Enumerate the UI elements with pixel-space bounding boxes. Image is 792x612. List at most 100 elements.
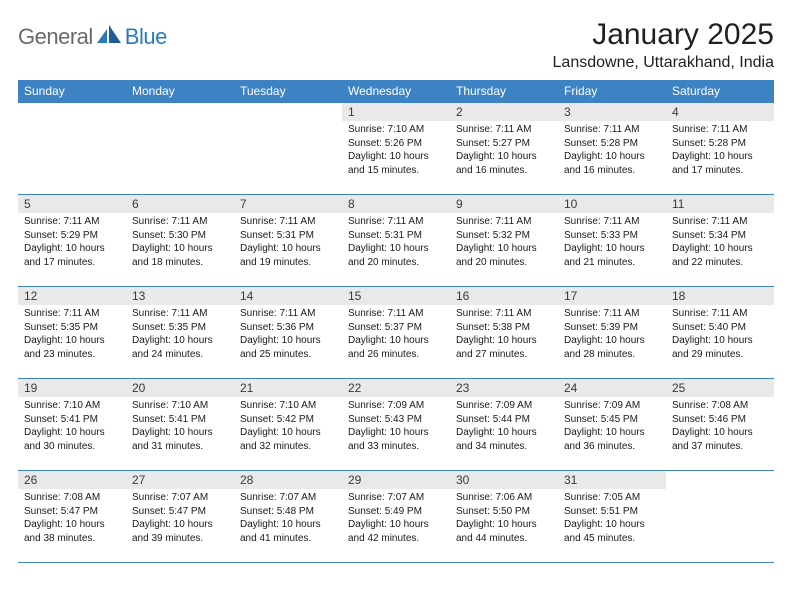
calendar-cell: 26Sunrise: 7:08 AMSunset: 5:47 PMDayligh… — [18, 471, 126, 563]
day-details: Sunrise: 7:11 AMSunset: 5:28 PMDaylight:… — [558, 121, 666, 181]
day-number: 2 — [450, 103, 558, 121]
brand-part1: General — [18, 24, 93, 50]
day-number: 28 — [234, 471, 342, 489]
day-details: Sunrise: 7:11 AMSunset: 5:35 PMDaylight:… — [18, 305, 126, 365]
calendar-cell: 1Sunrise: 7:10 AMSunset: 5:26 PMDaylight… — [342, 103, 450, 195]
calendar-cell: 6Sunrise: 7:11 AMSunset: 5:30 PMDaylight… — [126, 195, 234, 287]
calendar-cell: 21Sunrise: 7:10 AMSunset: 5:42 PMDayligh… — [234, 379, 342, 471]
day-details: Sunrise: 7:11 AMSunset: 5:40 PMDaylight:… — [666, 305, 774, 365]
day-number: 18 — [666, 287, 774, 305]
calendar-cell: 20Sunrise: 7:10 AMSunset: 5:41 PMDayligh… — [126, 379, 234, 471]
calendar-cell — [126, 103, 234, 195]
brand-sails-icon — [97, 25, 123, 50]
calendar-cell: 9Sunrise: 7:11 AMSunset: 5:32 PMDaylight… — [450, 195, 558, 287]
day-details: Sunrise: 7:11 AMSunset: 5:31 PMDaylight:… — [234, 213, 342, 273]
weekday-header: Friday — [558, 80, 666, 103]
calendar-cell — [234, 103, 342, 195]
calendar-cell: 15Sunrise: 7:11 AMSunset: 5:37 PMDayligh… — [342, 287, 450, 379]
day-number: 31 — [558, 471, 666, 489]
day-details: Sunrise: 7:07 AMSunset: 5:49 PMDaylight:… — [342, 489, 450, 549]
day-number: 3 — [558, 103, 666, 121]
weekday-header: Saturday — [666, 80, 774, 103]
calendar-cell: 13Sunrise: 7:11 AMSunset: 5:35 PMDayligh… — [126, 287, 234, 379]
calendar-cell: 18Sunrise: 7:11 AMSunset: 5:40 PMDayligh… — [666, 287, 774, 379]
day-details: Sunrise: 7:09 AMSunset: 5:43 PMDaylight:… — [342, 397, 450, 457]
day-details: Sunrise: 7:11 AMSunset: 5:37 PMDaylight:… — [342, 305, 450, 365]
weekday-header: Wednesday — [342, 80, 450, 103]
calendar-cell — [666, 471, 774, 563]
month-title: January 2025 — [553, 18, 774, 52]
weekday-header: Tuesday — [234, 80, 342, 103]
day-number: 7 — [234, 195, 342, 213]
day-number: 22 — [342, 379, 450, 397]
day-number: 9 — [450, 195, 558, 213]
day-details: Sunrise: 7:10 AMSunset: 5:26 PMDaylight:… — [342, 121, 450, 181]
day-number: 1 — [342, 103, 450, 121]
day-details: Sunrise: 7:11 AMSunset: 5:28 PMDaylight:… — [666, 121, 774, 181]
calendar-cell: 7Sunrise: 7:11 AMSunset: 5:31 PMDaylight… — [234, 195, 342, 287]
day-details: Sunrise: 7:08 AMSunset: 5:47 PMDaylight:… — [18, 489, 126, 549]
day-details: Sunrise: 7:10 AMSunset: 5:41 PMDaylight:… — [18, 397, 126, 457]
day-number: 17 — [558, 287, 666, 305]
day-details: Sunrise: 7:11 AMSunset: 5:36 PMDaylight:… — [234, 305, 342, 365]
day-details: Sunrise: 7:10 AMSunset: 5:42 PMDaylight:… — [234, 397, 342, 457]
day-details: Sunrise: 7:11 AMSunset: 5:39 PMDaylight:… — [558, 305, 666, 365]
day-details: Sunrise: 7:11 AMSunset: 5:34 PMDaylight:… — [666, 213, 774, 273]
calendar-cell: 28Sunrise: 7:07 AMSunset: 5:48 PMDayligh… — [234, 471, 342, 563]
calendar-cell: 31Sunrise: 7:05 AMSunset: 5:51 PMDayligh… — [558, 471, 666, 563]
day-details: Sunrise: 7:11 AMSunset: 5:29 PMDaylight:… — [18, 213, 126, 273]
day-number: 24 — [558, 379, 666, 397]
day-number: 4 — [666, 103, 774, 121]
day-number: 21 — [234, 379, 342, 397]
day-number: 8 — [342, 195, 450, 213]
day-number: 19 — [18, 379, 126, 397]
calendar-cell: 11Sunrise: 7:11 AMSunset: 5:34 PMDayligh… — [666, 195, 774, 287]
calendar-cell: 22Sunrise: 7:09 AMSunset: 5:43 PMDayligh… — [342, 379, 450, 471]
calendar-cell: 5Sunrise: 7:11 AMSunset: 5:29 PMDaylight… — [18, 195, 126, 287]
day-details: Sunrise: 7:06 AMSunset: 5:50 PMDaylight:… — [450, 489, 558, 549]
day-details: Sunrise: 7:11 AMSunset: 5:32 PMDaylight:… — [450, 213, 558, 273]
day-details: Sunrise: 7:11 AMSunset: 5:35 PMDaylight:… — [126, 305, 234, 365]
calendar-cell: 25Sunrise: 7:08 AMSunset: 5:46 PMDayligh… — [666, 379, 774, 471]
calendar-body: 1Sunrise: 7:10 AMSunset: 5:26 PMDaylight… — [18, 103, 774, 563]
day-details: Sunrise: 7:08 AMSunset: 5:46 PMDaylight:… — [666, 397, 774, 457]
calendar-cell: 4Sunrise: 7:11 AMSunset: 5:28 PMDaylight… — [666, 103, 774, 195]
calendar-cell: 27Sunrise: 7:07 AMSunset: 5:47 PMDayligh… — [126, 471, 234, 563]
brand-logo: General Blue — [18, 18, 167, 50]
day-number: 26 — [18, 471, 126, 489]
day-number: 23 — [450, 379, 558, 397]
calendar-cell: 12Sunrise: 7:11 AMSunset: 5:35 PMDayligh… — [18, 287, 126, 379]
day-details: Sunrise: 7:11 AMSunset: 5:31 PMDaylight:… — [342, 213, 450, 273]
calendar-header: SundayMondayTuesdayWednesdayThursdayFrid… — [18, 80, 774, 103]
calendar-cell: 17Sunrise: 7:11 AMSunset: 5:39 PMDayligh… — [558, 287, 666, 379]
day-number: 13 — [126, 287, 234, 305]
calendar-cell: 14Sunrise: 7:11 AMSunset: 5:36 PMDayligh… — [234, 287, 342, 379]
weekday-header: Thursday — [450, 80, 558, 103]
calendar-cell: 24Sunrise: 7:09 AMSunset: 5:45 PMDayligh… — [558, 379, 666, 471]
day-number: 12 — [18, 287, 126, 305]
day-number: 15 — [342, 287, 450, 305]
day-details: Sunrise: 7:11 AMSunset: 5:30 PMDaylight:… — [126, 213, 234, 273]
calendar-cell: 30Sunrise: 7:06 AMSunset: 5:50 PMDayligh… — [450, 471, 558, 563]
title-block: January 2025 Lansdowne, Uttarakhand, Ind… — [553, 18, 774, 72]
header-row: General Blue January 2025 Lansdowne, Utt… — [18, 18, 774, 72]
day-number: 27 — [126, 471, 234, 489]
location-subtitle: Lansdowne, Uttarakhand, India — [553, 54, 774, 72]
day-details: Sunrise: 7:07 AMSunset: 5:47 PMDaylight:… — [126, 489, 234, 549]
weekday-header: Monday — [126, 80, 234, 103]
day-number: 10 — [558, 195, 666, 213]
day-details: Sunrise: 7:10 AMSunset: 5:41 PMDaylight:… — [126, 397, 234, 457]
day-details: Sunrise: 7:11 AMSunset: 5:33 PMDaylight:… — [558, 213, 666, 273]
day-details: Sunrise: 7:09 AMSunset: 5:44 PMDaylight:… — [450, 397, 558, 457]
day-number: 30 — [450, 471, 558, 489]
calendar-cell: 23Sunrise: 7:09 AMSunset: 5:44 PMDayligh… — [450, 379, 558, 471]
calendar-table: SundayMondayTuesdayWednesdayThursdayFrid… — [18, 80, 774, 563]
calendar-cell — [18, 103, 126, 195]
calendar-cell: 19Sunrise: 7:10 AMSunset: 5:41 PMDayligh… — [18, 379, 126, 471]
day-details: Sunrise: 7:11 AMSunset: 5:27 PMDaylight:… — [450, 121, 558, 181]
day-number: 20 — [126, 379, 234, 397]
day-number: 29 — [342, 471, 450, 489]
calendar-cell: 29Sunrise: 7:07 AMSunset: 5:49 PMDayligh… — [342, 471, 450, 563]
calendar-cell: 2Sunrise: 7:11 AMSunset: 5:27 PMDaylight… — [450, 103, 558, 195]
day-number: 14 — [234, 287, 342, 305]
